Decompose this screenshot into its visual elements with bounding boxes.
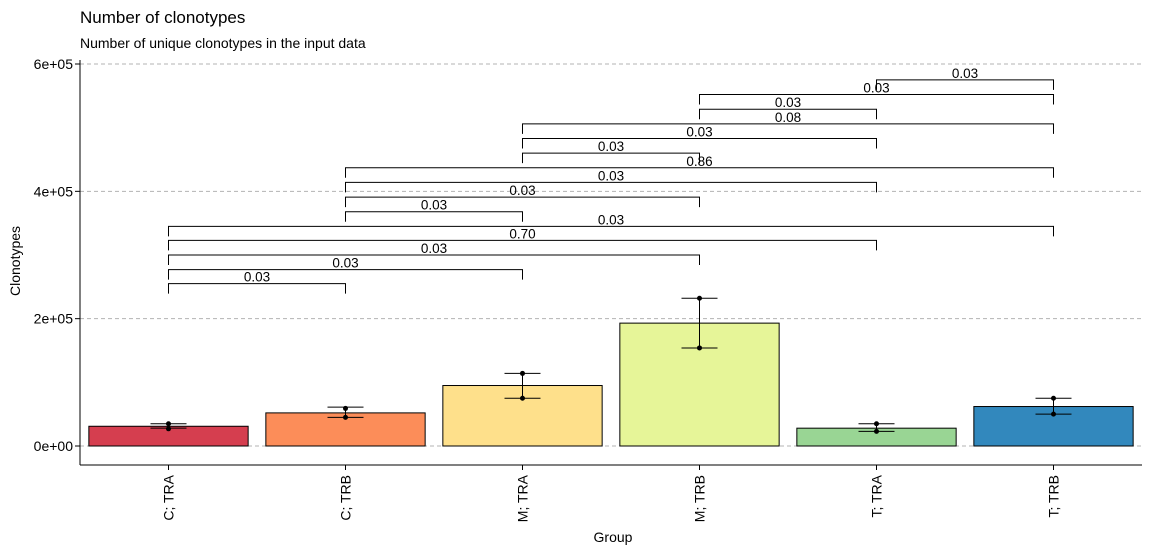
data-point [874,421,879,427]
y-tick-label: 2e+05 [34,311,74,327]
x-tick-label: C; TRA [161,474,177,520]
x-tick-label: M; TRA [515,474,531,522]
p-value-label: 0.03 [332,256,358,271]
data-point [1051,411,1056,417]
data-point [520,395,525,401]
error-bars [150,297,1072,432]
significance-bracket [522,152,700,164]
x-tick-label: T; TRA [869,474,885,517]
p-value-label: 0.03 [509,183,535,198]
x-axis-label: Group [594,529,633,545]
data-point [343,414,348,420]
significance-bracket [345,181,877,193]
significance-bracket [345,167,1054,178]
chart-subtitle: Number of unique clonotypes in the input… [80,35,366,51]
significance-bracket [522,123,1054,134]
p-value-label: 0.03 [421,198,447,213]
axes: 0e+00 2e+05 4e+05 6e+05 C; TRA C; TRB M; TRA M;… [34,56,1142,522]
y-tick-label: 4e+05 [34,183,74,199]
significance-bracket [345,196,700,208]
p-value-label: 0.03 [775,95,801,110]
y-tick-label: 6e+05 [34,56,74,72]
significance-bracket [168,269,523,280]
bars [88,322,1134,447]
significance-bracket [168,283,346,294]
data-point [697,345,702,351]
chart-title: Number of clonotypes [80,8,245,27]
x-tick-label: C; TRB [338,475,354,521]
data-point [166,421,171,427]
p-value-label: 0.03 [598,139,624,154]
data-point [697,295,702,301]
data-point [1051,395,1056,401]
y-tick-label: 0e+00 [34,438,74,454]
significance-bracket [168,239,877,251]
p-value-label: 0.08 [775,110,801,125]
significance-bracket [699,94,1054,105]
data-point [166,426,171,432]
data-point [874,428,879,434]
significance-bracket [876,79,1054,90]
data-point [343,405,348,411]
significance-bracket [168,254,700,265]
significance-bracket [522,137,877,149]
significance-bracket [699,108,877,120]
data-point [520,370,525,376]
p-value-label: 0.03 [244,270,270,285]
x-tick-label: M; TRB [692,475,708,522]
p-value-label: 0.03 [952,66,978,81]
significance-bracket [345,211,523,222]
p-value-label: 0.03 [421,241,447,256]
gridlines [80,63,1142,447]
significance-brackets: 0.030.030.030.700.030.030.030.030.860.03… [168,66,1054,294]
significance-bracket [168,225,1054,237]
p-value-label: 0.03 [598,212,624,227]
y-axis-label: Clonotypes [7,226,23,296]
p-value-label: 0.03 [686,124,712,139]
p-value-label: 0.03 [598,168,624,183]
data-points [166,295,1056,434]
x-tick-label: T; TRB [1046,475,1062,518]
p-value-label: 0.70 [509,226,535,241]
